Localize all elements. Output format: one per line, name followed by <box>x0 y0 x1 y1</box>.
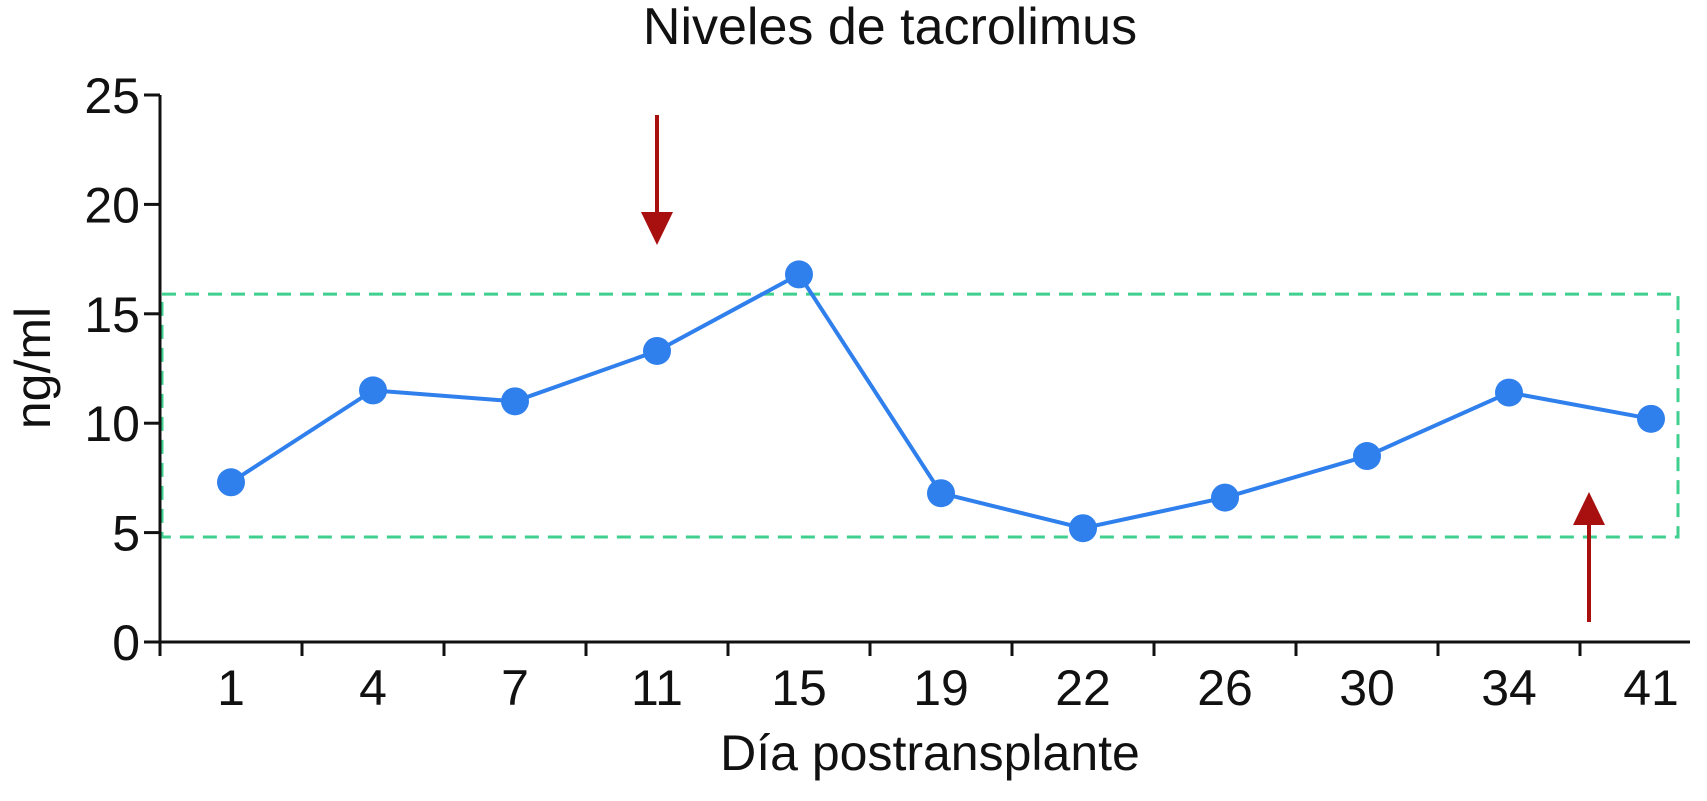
arrow-annotation-0 <box>641 115 673 245</box>
x-tick-label-9: 34 <box>1481 660 1537 716</box>
x-tick-label-5: 19 <box>913 660 969 716</box>
data-point-0-7 <box>1211 483 1239 512</box>
x-tick-label-8: 30 <box>1339 660 1395 716</box>
x-tick-label-7: 26 <box>1197 660 1253 716</box>
x-tick-label-2: 7 <box>501 660 529 716</box>
x-tick-label-10: 41 <box>1623 660 1679 716</box>
y-tick-label-0: 0 <box>112 615 140 671</box>
arrow-annotation-1 <box>1573 492 1605 622</box>
data-point-0-0 <box>217 468 245 497</box>
target-range-box <box>160 292 1680 539</box>
data-point-0-9 <box>1495 378 1523 407</box>
y-tick-label-2: 10 <box>84 396 140 452</box>
data-point-0-2 <box>501 387 529 416</box>
y-axis-label: ng/ml <box>5 307 61 429</box>
series-layer <box>217 260 1665 543</box>
y-axis-ticks: 0 5 10 15 20 25 <box>84 68 160 671</box>
data-point-0-4 <box>785 260 813 289</box>
data-point-0-3 <box>643 336 671 365</box>
y-tick-label-3: 15 <box>84 287 140 343</box>
arrow-head-0 <box>641 212 673 245</box>
data-point-0-1 <box>359 376 387 405</box>
data-point-0-5 <box>927 479 955 508</box>
x-axis-ticks: 1 4 7 11 15 19 22 26 30 34 41 <box>158 642 1679 716</box>
data-point-0-8 <box>1353 442 1381 471</box>
annotation-arrows <box>641 115 1605 622</box>
y-tick-label-5: 25 <box>84 68 140 124</box>
chart-title: Niveles de tacrolimus <box>643 0 1137 56</box>
x-tick-label-0: 1 <box>217 660 245 716</box>
x-tick-label-3: 11 <box>631 660 683 716</box>
x-axis-label: Día postransplante <box>720 725 1140 781</box>
data-point-0-6 <box>1069 514 1097 543</box>
x-tick-label-6: 22 <box>1055 660 1111 716</box>
data-point-0-10 <box>1637 404 1665 433</box>
x-tick-label-4: 15 <box>771 660 827 716</box>
arrow-head-1 <box>1573 492 1605 525</box>
y-tick-label-1: 5 <box>112 506 140 562</box>
x-tick-label-1: 4 <box>359 660 387 716</box>
y-tick-label-4: 20 <box>84 177 140 233</box>
